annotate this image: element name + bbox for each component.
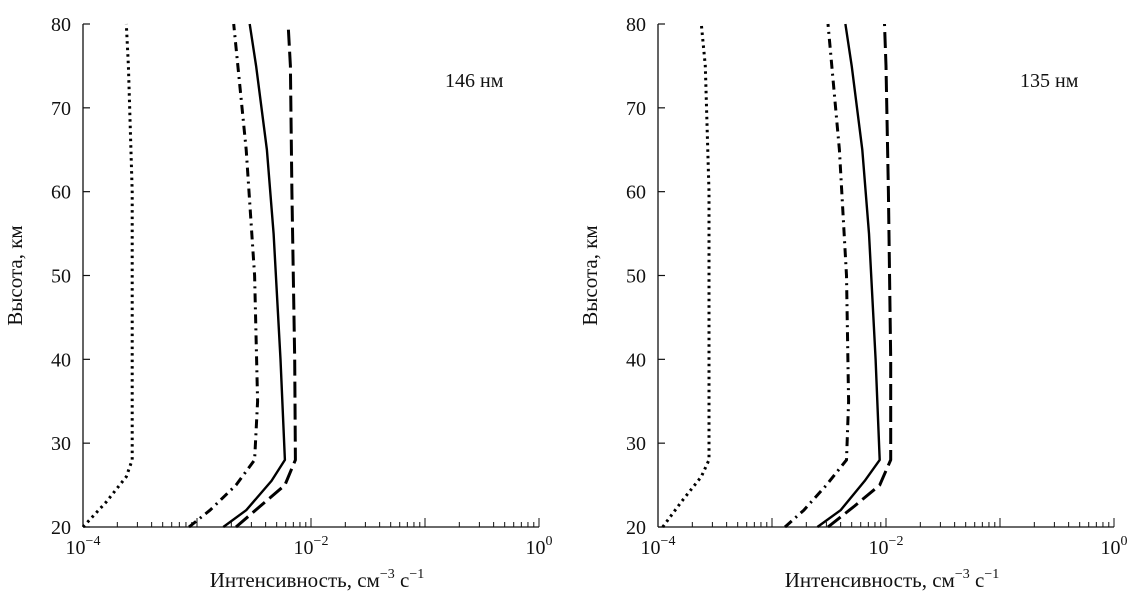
y-tick-label: 70 xyxy=(51,98,71,120)
x-tick-label: 100 xyxy=(526,534,553,559)
y-axis-label: Высота, км xyxy=(3,225,27,325)
y-tick-label: 40 xyxy=(51,349,71,371)
y-tick-label: 50 xyxy=(51,266,71,288)
series-line-dotted xyxy=(81,23,134,529)
x-tick-label: 10−4 xyxy=(66,534,101,559)
series-line-dashed xyxy=(235,23,297,529)
chart-panel-2: 20 30 40 50 60 70 80 10−4 10−2 100 Интенсивность, … xyxy=(578,14,1128,592)
x-axis-label: Интенсивность, см−3 с−1 xyxy=(210,567,424,592)
series-line-solid xyxy=(222,23,287,528)
wavelength-annotation: 146 нм xyxy=(445,70,504,92)
y-tick-label: 30 xyxy=(626,433,646,455)
series-line-dotted xyxy=(661,23,711,528)
y-tick-label: 60 xyxy=(51,182,71,204)
x-axis-label: Интенсивность, см−3 с−1 xyxy=(785,567,999,592)
series-line-solid xyxy=(816,23,881,528)
x-tick-label: 10−2 xyxy=(294,534,329,559)
series-line-dash-dot xyxy=(784,23,851,529)
series-line-dashed xyxy=(827,23,893,529)
y-tick-label: 80 xyxy=(51,14,71,36)
x-tick-label: 100 xyxy=(1101,534,1128,559)
series-line-dash-dot xyxy=(188,23,260,529)
y-tick-label: 60 xyxy=(626,182,646,204)
y-tick-label: 20 xyxy=(51,517,71,539)
y-tick-label: 20 xyxy=(626,517,646,539)
y-axis-label: Высота, км xyxy=(578,225,602,325)
y-tick-label: 70 xyxy=(626,98,646,120)
x-tick-label: 10−2 xyxy=(869,534,904,559)
x-tick-label: 10−4 xyxy=(641,534,676,559)
chart-panel-1: 20 30 40 50 60 70 80 10−4 10−2 100 Интенсивность, … xyxy=(3,14,553,592)
y-tick-label: 40 xyxy=(626,349,646,371)
wavelength-annotation: 135 нм xyxy=(1020,70,1079,92)
y-tick-label: 80 xyxy=(626,14,646,36)
y-tick-label: 30 xyxy=(51,433,71,455)
y-tick-label: 50 xyxy=(626,266,646,288)
